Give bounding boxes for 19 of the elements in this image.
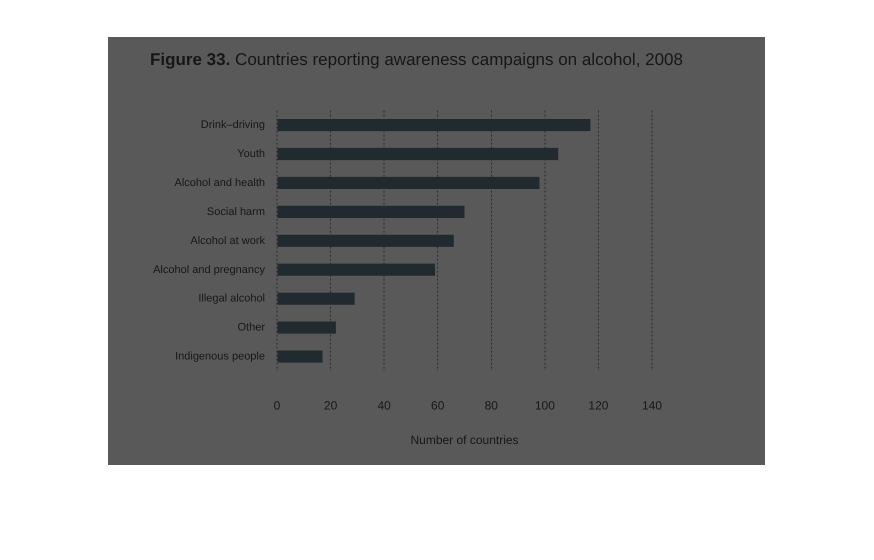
x-tick-label: 120 — [588, 398, 609, 413]
x-tick-label: 60 — [431, 398, 445, 413]
y-tick-label: Drink–driving — [200, 119, 265, 132]
x-axis-title: Number of countries — [410, 433, 519, 448]
y-tick-label: Alcohol and health — [174, 176, 265, 189]
y-tick-label: Illegal alcohol — [198, 292, 265, 305]
y-tick-label: Social harm — [206, 206, 265, 218]
chart-title: Figure 33. Countries reporting awareness campaigns on alcohol, 2008 — [150, 50, 683, 69]
x-tick-label: 0 — [274, 398, 281, 413]
y-tick-label: Other — [237, 322, 266, 334]
y-tick-label: Indigenous people — [175, 350, 265, 363]
x-tick-label: 140 — [642, 398, 662, 413]
x-tick-label: 100 — [534, 398, 556, 413]
x-tick-label: 20 — [324, 398, 338, 413]
y-tick-label: Alcohol at work — [190, 234, 266, 247]
x-tick-label: 40 — [377, 398, 392, 413]
x-tick-label: 80 — [484, 398, 498, 413]
y-tick-label: Youth — [237, 148, 265, 160]
y-tick-label: Alcohol and pregnancy — [153, 264, 266, 276]
